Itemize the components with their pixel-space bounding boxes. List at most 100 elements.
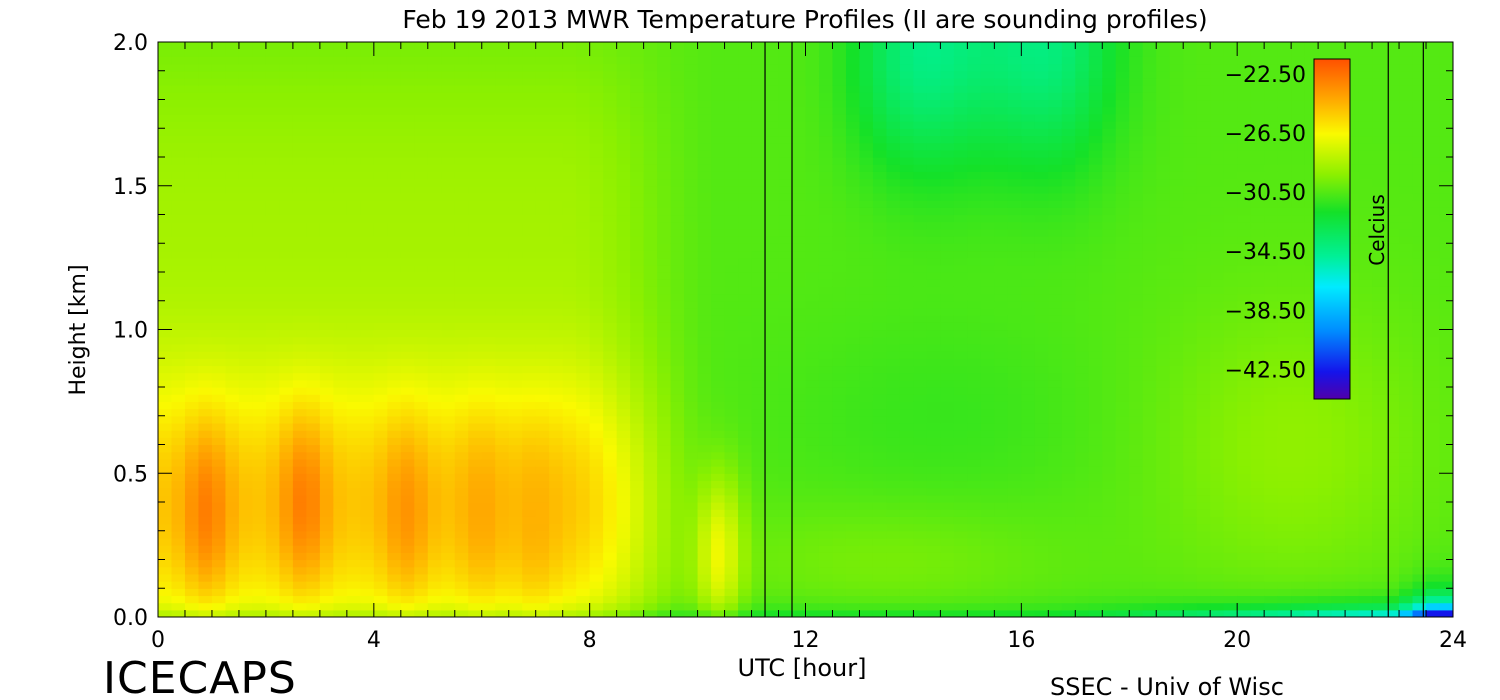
heatmap-cell [859, 272, 874, 280]
heatmap-cell [778, 121, 793, 129]
heatmap-cell [899, 408, 915, 417]
heatmap-cell [198, 243, 213, 252]
heatmap-cell [805, 329, 820, 338]
heatmap-cell [886, 99, 901, 108]
heatmap-cell [481, 77, 496, 86]
heatmap-cell [657, 351, 672, 359]
heatmap-cell [211, 207, 227, 216]
heatmap-cell [980, 552, 995, 561]
heatmap-cell [292, 272, 307, 280]
heatmap-cell [589, 545, 604, 553]
heatmap-cell [603, 379, 618, 388]
heatmap-cell [589, 451, 604, 460]
heatmap-cell [387, 351, 402, 359]
heatmap-cell [630, 286, 645, 295]
heatmap-cell [967, 178, 982, 187]
heatmap-cell [158, 293, 173, 302]
heatmap-cell [562, 602, 577, 611]
heatmap-cell [508, 228, 523, 237]
heatmap-cell [306, 343, 321, 352]
heatmap-cell [845, 272, 861, 280]
heatmap-cell [495, 286, 510, 295]
heatmap-cell [508, 272, 523, 280]
heatmap-cell [940, 286, 955, 295]
heatmap-cell [454, 581, 469, 589]
heatmap-cell [441, 157, 456, 165]
heatmap-cell [535, 329, 550, 338]
heatmap-cell [468, 192, 483, 201]
heatmap-cell [508, 49, 523, 57]
heatmap-cell [454, 343, 469, 352]
heatmap-cell [481, 530, 496, 539]
heatmap-cell [211, 566, 227, 575]
heatmap-cell [576, 458, 591, 467]
heatmap-cell [211, 257, 227, 266]
heatmap-cell [751, 487, 766, 496]
heatmap-cell [522, 401, 537, 410]
heatmap-cell [792, 379, 807, 388]
heatmap-cell [832, 77, 847, 86]
heatmap-cell [400, 343, 415, 352]
heatmap-cell [818, 77, 834, 86]
heatmap-cell [265, 487, 281, 496]
heatmap-cell [616, 171, 631, 180]
heatmap-cell [292, 602, 307, 611]
heatmap-cell [292, 458, 307, 467]
heatmap-cell [778, 552, 793, 561]
heatmap-cell [940, 387, 955, 395]
heatmap-cell [265, 343, 281, 352]
heatmap-cell [225, 444, 240, 453]
heatmap-cell [576, 545, 591, 553]
heatmap-cell [522, 588, 537, 597]
heatmap-cell [711, 372, 726, 381]
heatmap-cell [414, 178, 429, 187]
heatmap-cell [670, 149, 685, 158]
heatmap-cell [603, 530, 618, 539]
heatmap-cell [171, 336, 186, 345]
heatmap-cell [845, 250, 861, 259]
heatmap-cell [468, 113, 483, 122]
heatmap-cell [238, 85, 254, 93]
heatmap-cell [535, 422, 550, 431]
heatmap-cell [319, 552, 334, 561]
heatmap-cell [549, 92, 564, 101]
heatmap-cell [913, 77, 928, 86]
heatmap-cell [818, 588, 834, 597]
heatmap-cell [414, 128, 429, 137]
heatmap-cell [211, 559, 227, 568]
heatmap-cell [549, 77, 564, 86]
heatmap-cell [400, 192, 415, 201]
heatmap-cell [427, 473, 442, 482]
heatmap-cell [184, 207, 200, 216]
heatmap-cell [360, 63, 375, 72]
heatmap-cell [778, 63, 793, 72]
heatmap-cell [238, 566, 254, 575]
heatmap-cell [252, 128, 267, 137]
heatmap-cell [576, 379, 591, 388]
heatmap-cell [589, 494, 604, 503]
heatmap-cell [670, 595, 685, 604]
heatmap-cell [292, 523, 307, 532]
heatmap-cell [967, 264, 982, 273]
heatmap-cell [872, 573, 888, 582]
heatmap-cell [670, 408, 685, 417]
heatmap-cell [306, 329, 321, 338]
heatmap-cell [616, 537, 631, 546]
heatmap-cell [953, 451, 968, 460]
heatmap-cell [549, 157, 564, 165]
heatmap-cell [319, 336, 334, 345]
heatmap-cell [346, 523, 361, 532]
heatmap-cell [778, 559, 793, 568]
heatmap-cell [252, 609, 267, 617]
heatmap-cell [265, 214, 281, 223]
heatmap-cell [279, 523, 294, 532]
heatmap-cell [306, 358, 321, 367]
heatmap-cell [238, 480, 254, 489]
heatmap-cell [481, 185, 496, 194]
heatmap-cell [265, 42, 281, 50]
heatmap-cell [845, 85, 861, 93]
heatmap-cell [980, 214, 995, 223]
heatmap-cell [454, 135, 469, 144]
heatmap-cell [576, 322, 591, 331]
heatmap-cell [913, 200, 928, 208]
